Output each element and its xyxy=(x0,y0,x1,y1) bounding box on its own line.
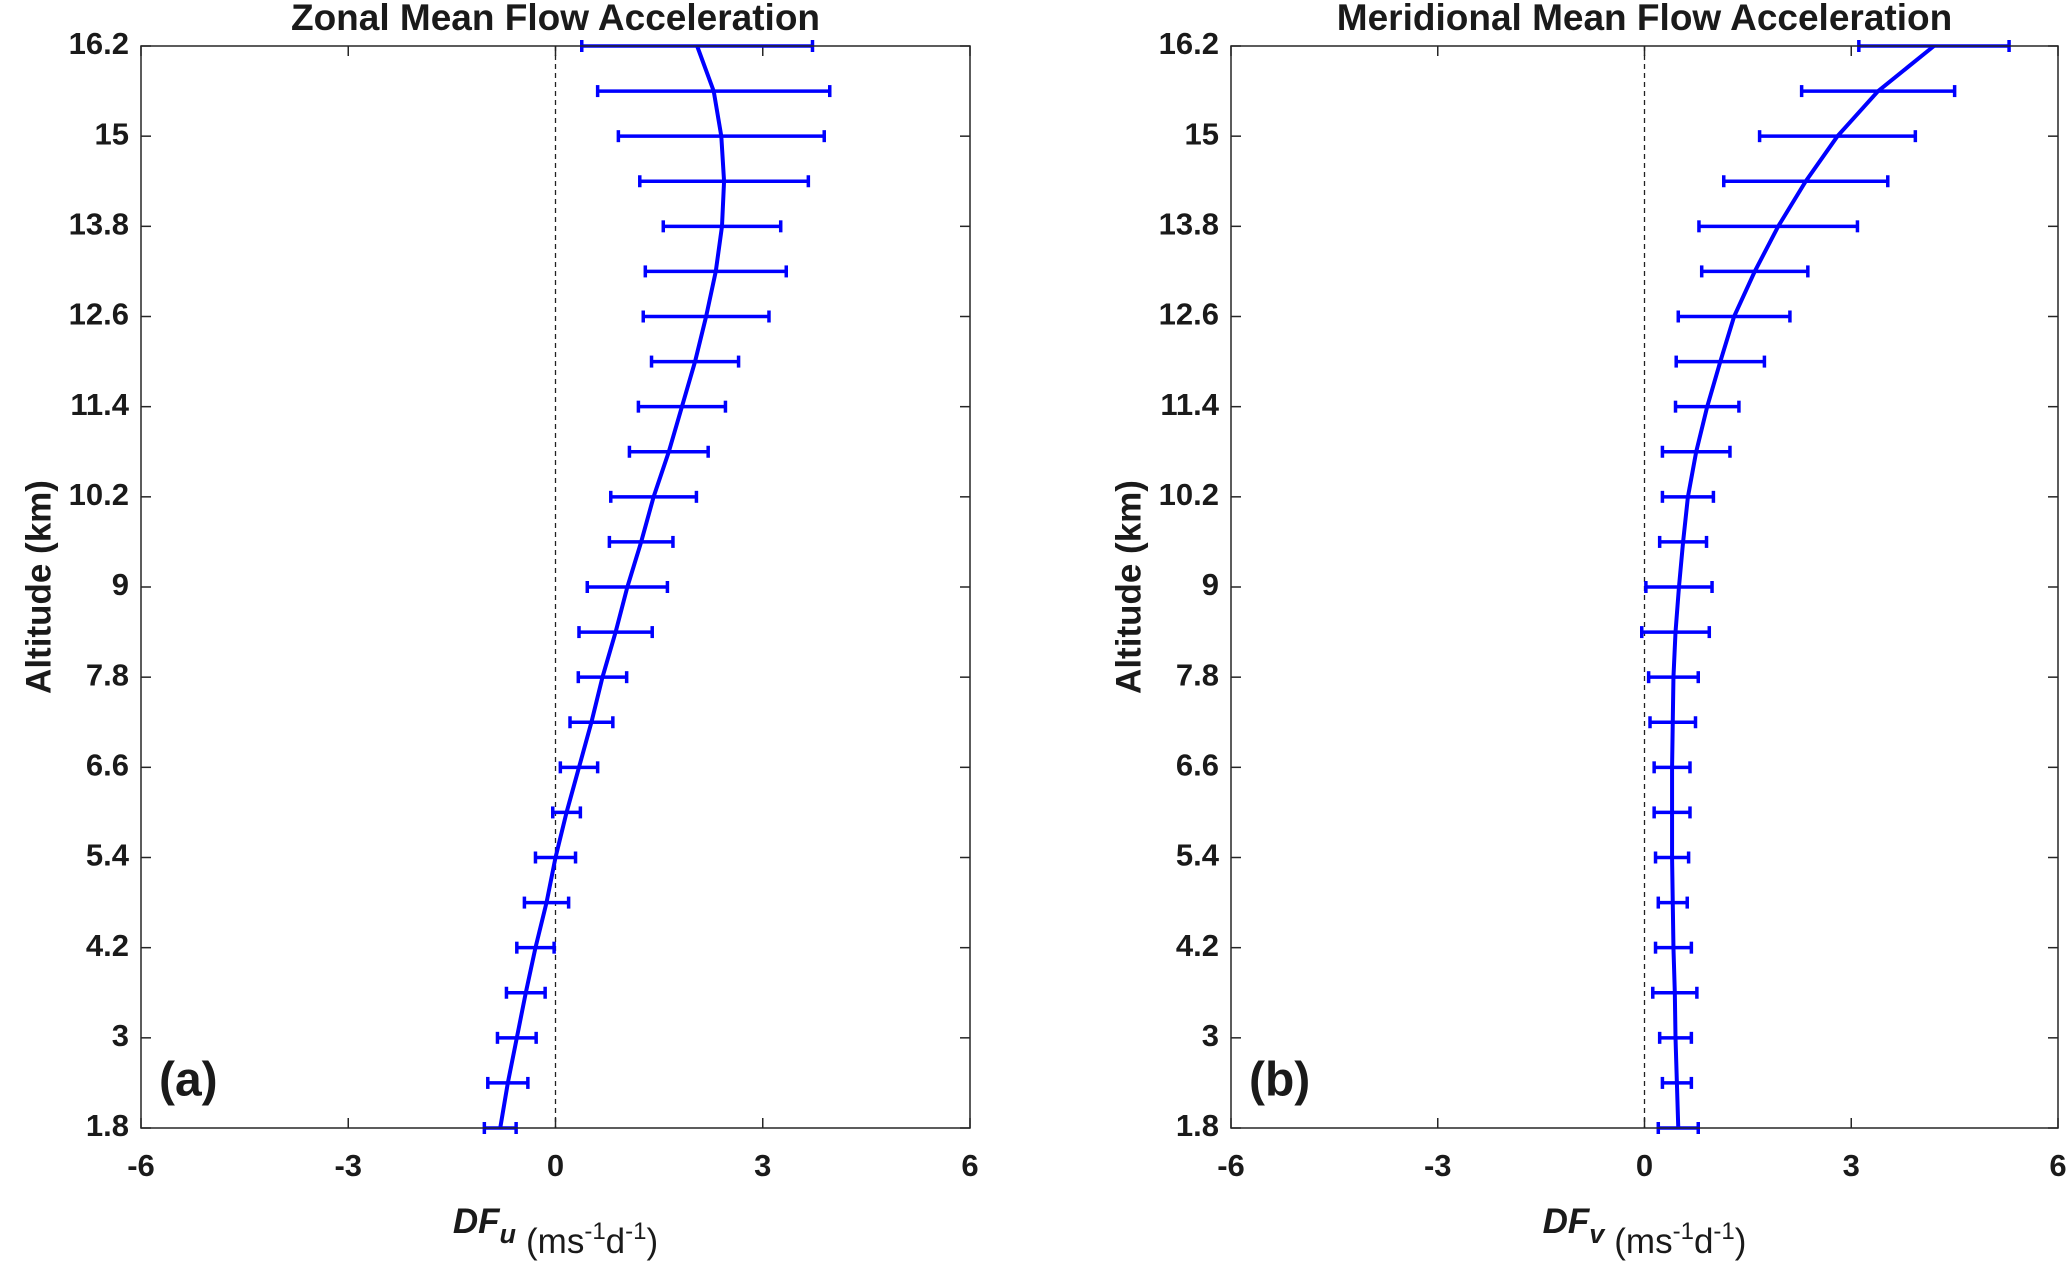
y-tick-label: 4.2 xyxy=(86,928,129,963)
y-tick-label: 10.2 xyxy=(69,477,129,512)
y-tick-label: 4.2 xyxy=(1176,928,1219,963)
plot-frame xyxy=(140,45,971,1129)
y-tick-label: 10.2 xyxy=(1159,477,1219,512)
x-tick-label: -6 xyxy=(1217,1148,1245,1183)
x-tick-label: 0 xyxy=(547,1148,564,1183)
x-label-unit: (ms xyxy=(1614,1222,1672,1261)
x-axis-label: DFv (ms-1d-1) xyxy=(1543,1202,1747,1261)
x-label-unit: -1 xyxy=(584,1218,605,1245)
y-tick-label: 12.6 xyxy=(1159,297,1219,332)
y-tick-label: 5.4 xyxy=(1176,838,1220,873)
y-tick-label: 6.6 xyxy=(86,748,129,783)
profile-line xyxy=(498,45,727,1129)
x-tick-label: -3 xyxy=(1424,1148,1452,1183)
x-label-unit: (ms xyxy=(526,1222,584,1261)
x-tick-label: -6 xyxy=(127,1148,155,1183)
y-tick-label: 11.4 xyxy=(70,387,129,422)
y-tick-label: 15 xyxy=(1185,116,1219,151)
y-tick-label: 16.2 xyxy=(69,26,129,61)
x-tick-label: 3 xyxy=(754,1148,771,1183)
x-label-unit: ) xyxy=(1735,1222,1747,1261)
x-label-symbol: DF xyxy=(1543,1202,1591,1241)
x-tick-label: 6 xyxy=(961,1148,978,1183)
y-tick-label: 1.8 xyxy=(1176,1108,1219,1143)
y-tick-label: 13.8 xyxy=(69,207,129,242)
x-label-unit: d xyxy=(1694,1222,1713,1261)
y-tick-label: 11.4 xyxy=(1160,387,1219,422)
y-tick-label: 15 xyxy=(95,116,129,151)
x-tick-label: 0 xyxy=(1636,1148,1653,1183)
x-label-unit: ) xyxy=(646,1222,658,1261)
y-tick-label: 1.8 xyxy=(86,1108,129,1143)
y-tick-label: 6.6 xyxy=(1176,748,1219,783)
panel-label: (a) xyxy=(159,1054,218,1107)
x-tick-label: 3 xyxy=(1843,1148,1860,1183)
plot-frame xyxy=(1230,45,2059,1129)
x-label-subscript: u xyxy=(500,1219,517,1249)
x-label-unit: -1 xyxy=(625,1218,646,1245)
y-tick-label: 13.8 xyxy=(1159,207,1219,242)
x-label-symbol: DF xyxy=(453,1202,501,1241)
x-label-unit: -1 xyxy=(1673,1218,1694,1245)
y-tick-label: 9 xyxy=(1202,567,1219,602)
panel-label: (b) xyxy=(1249,1054,1310,1107)
y-tick-label: 3 xyxy=(1202,1018,1219,1053)
y-axis-label: Altitude (km) xyxy=(1109,480,1148,694)
y-tick-label: 12.6 xyxy=(69,297,129,332)
y-tick-label: 16.2 xyxy=(1159,26,1219,61)
chart-title: Meridional Mean Flow Acceleration xyxy=(1337,0,1952,38)
x-label-subscript: v xyxy=(1589,1219,1606,1249)
y-axis-label: Altitude (km) xyxy=(19,480,58,694)
y-tick-label: 3 xyxy=(112,1018,129,1053)
x-tick-label: -3 xyxy=(334,1148,362,1183)
y-tick-label: 7.8 xyxy=(86,657,129,692)
x-label-unit: -1 xyxy=(1713,1218,1734,1245)
x-axis-label: DFu (ms-1d-1) xyxy=(453,1202,658,1261)
profile-line xyxy=(1670,44,1936,1129)
x-tick-label: 6 xyxy=(2049,1148,2066,1183)
chart-title: Zonal Mean Flow Acceleration xyxy=(291,0,820,38)
y-tick-label: 5.4 xyxy=(86,838,130,873)
y-tick-label: 9 xyxy=(112,567,129,602)
y-tick-label: 7.8 xyxy=(1176,657,1219,692)
x-label-unit: d xyxy=(606,1222,625,1261)
